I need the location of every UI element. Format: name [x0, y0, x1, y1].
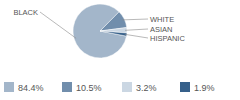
leader-line: [125, 34, 148, 38]
slice-label: WHITE: [150, 15, 174, 24]
slice: [100, 31, 127, 36]
slice-label: HISPANIC: [150, 34, 185, 43]
legend: 84.4% 10.5% 3.2% 1.9%: [4, 82, 215, 93]
legend-swatch: [122, 82, 132, 92]
leader-line: [40, 12, 76, 38]
chart: BLACK WHITEASIANHISPANIC 84.4% 10.5% 3.2% 1.9…: [0, 0, 240, 100]
leader-line: [122, 19, 148, 21]
legend-label: 10.5%: [76, 83, 102, 93]
legend-label: 3.2%: [136, 83, 157, 93]
slice-label: ASIAN: [150, 25, 173, 34]
legend-label: 84.4%: [18, 83, 44, 93]
slice-label: BLACK: [13, 8, 38, 17]
slices: [73, 4, 127, 58]
legend-swatch: [4, 82, 14, 92]
slice: [73, 4, 127, 58]
legend-label: 1.9%: [194, 83, 215, 93]
legend-swatch: [62, 82, 72, 92]
leader-line: [125, 29, 148, 30]
legend-swatch: [180, 82, 190, 92]
